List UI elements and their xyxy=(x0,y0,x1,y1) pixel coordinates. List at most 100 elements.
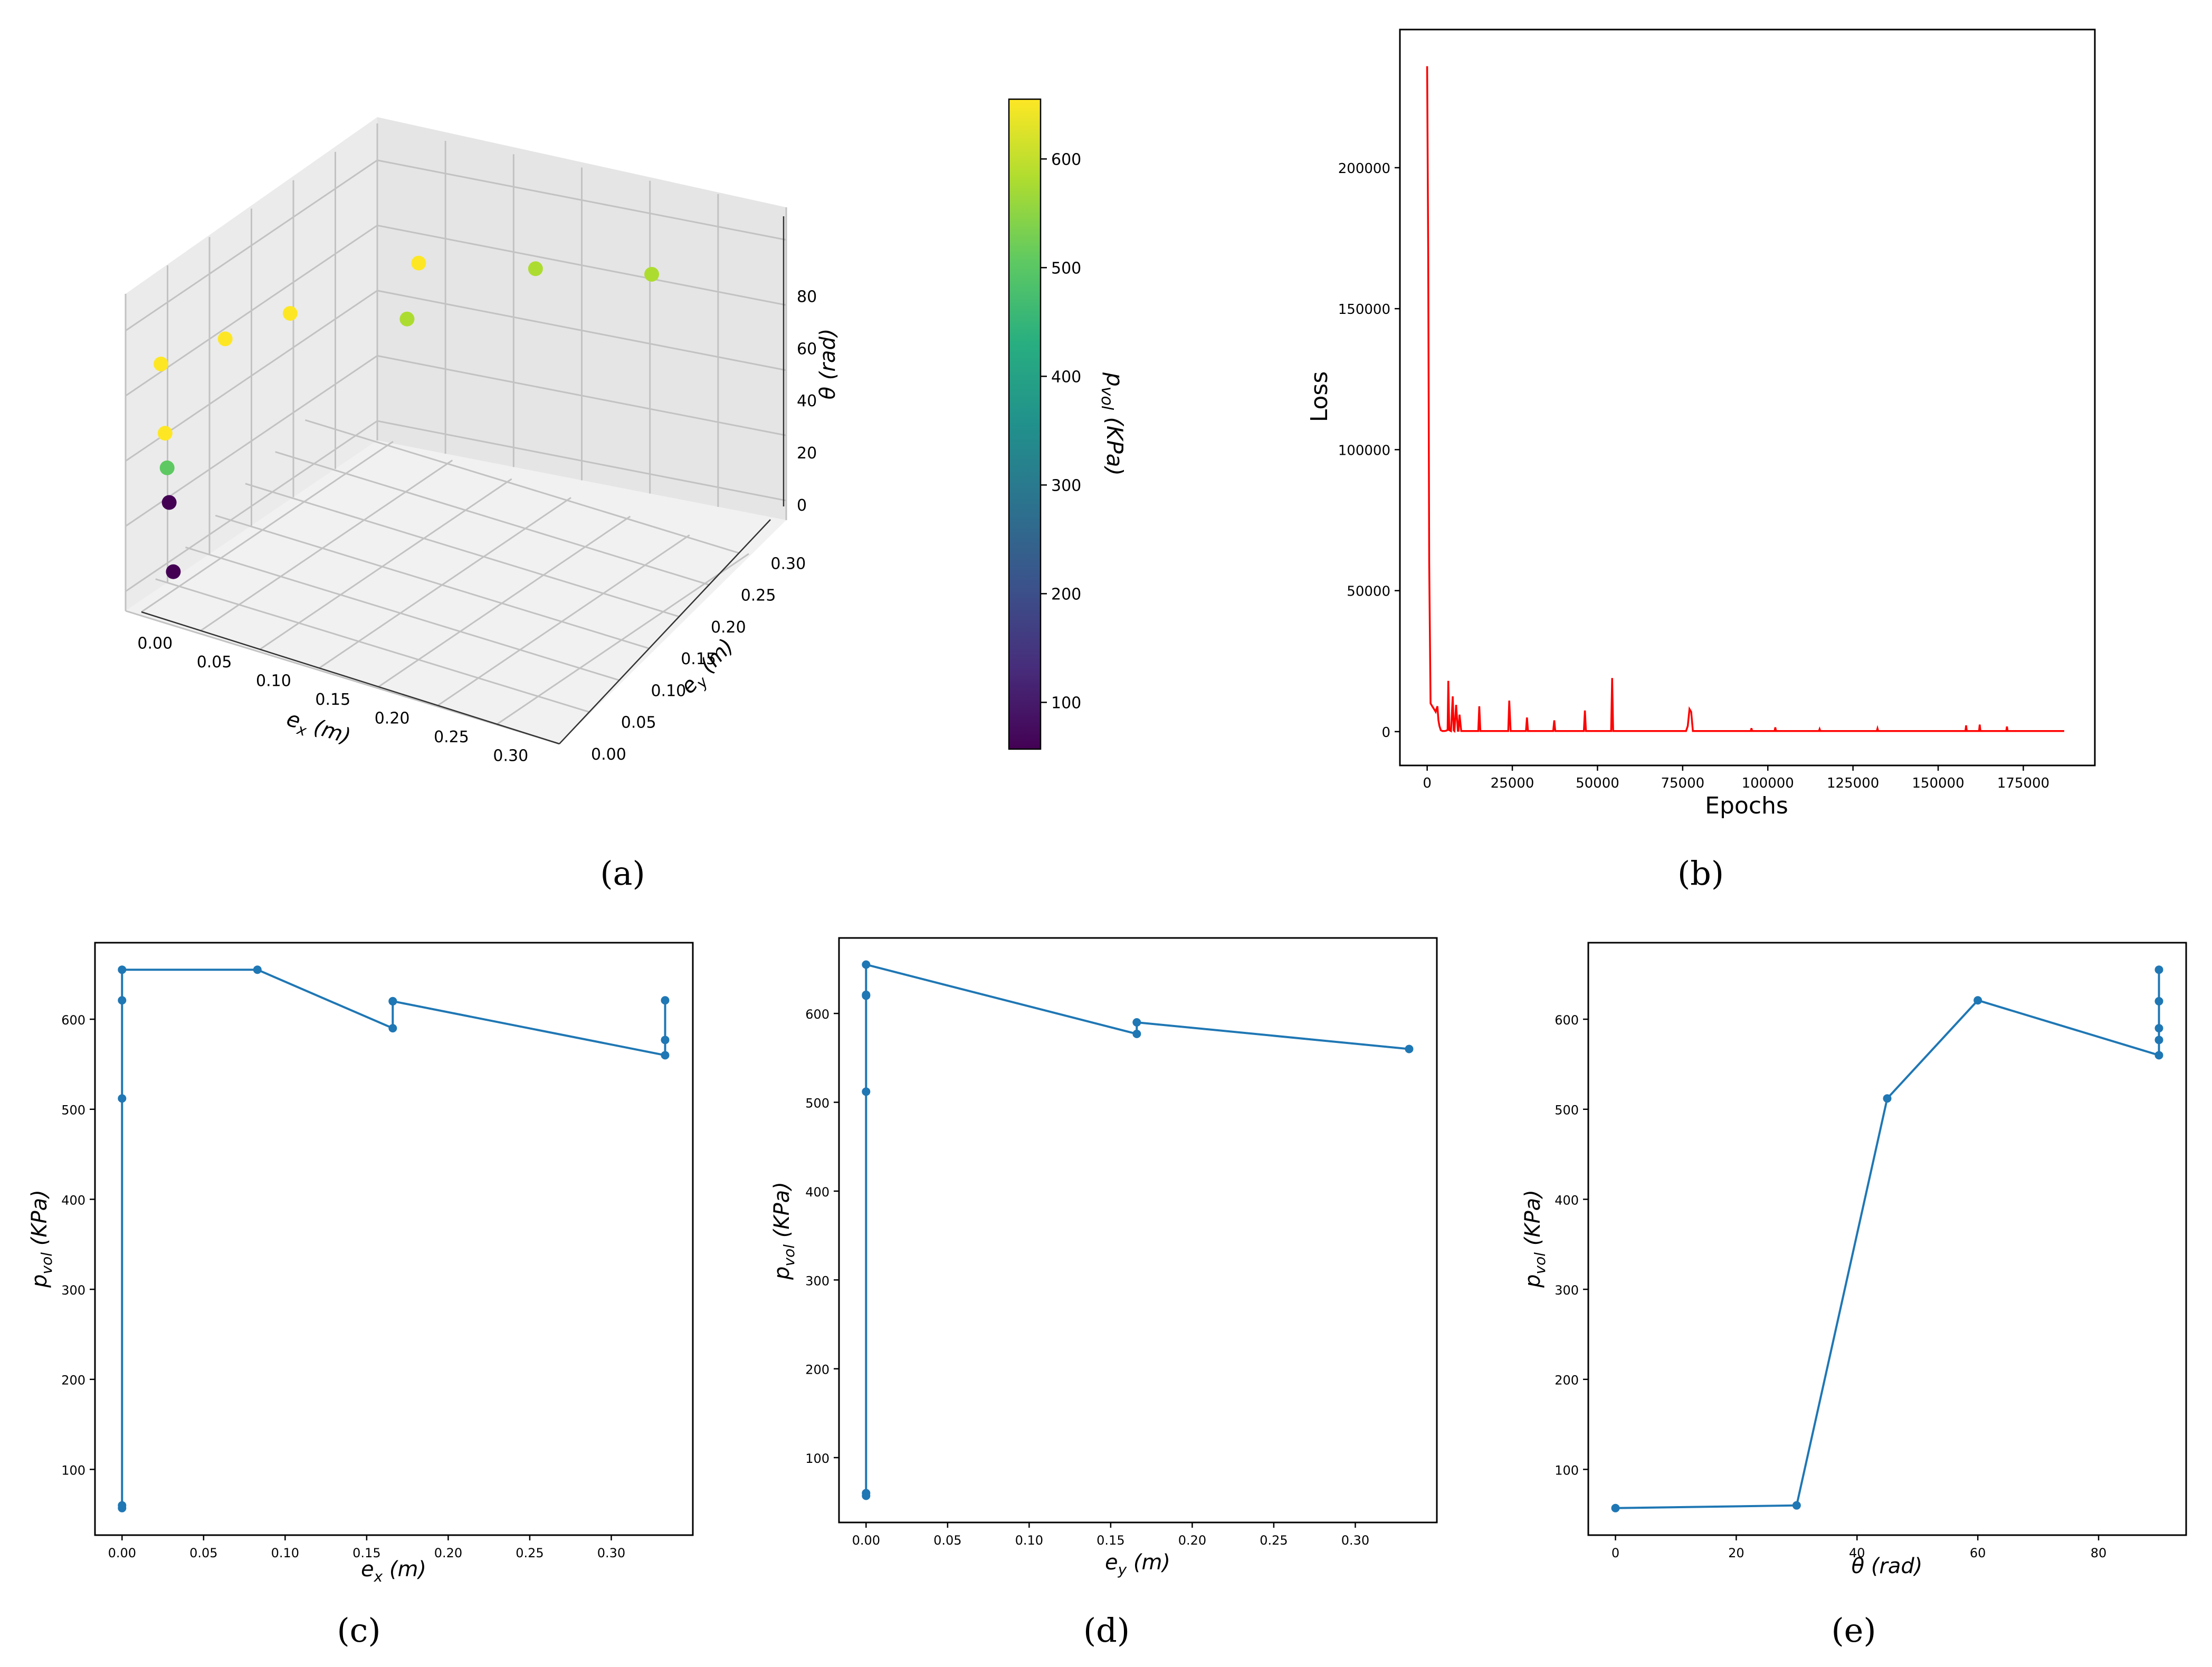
x-tick-label: 0 xyxy=(1612,1546,1619,1560)
scatter-point xyxy=(166,564,181,579)
scatter-point xyxy=(154,357,168,371)
x-tick-label: 75000 xyxy=(1661,775,1704,791)
scatter-point xyxy=(644,266,660,282)
colorbar-ticks: 100 200 300 400 500 600 xyxy=(1041,150,1081,712)
scatter-point xyxy=(157,426,173,441)
data-point xyxy=(1973,996,1982,1005)
y-tick-label: 0.05 xyxy=(621,714,656,732)
y-tick-label: 0.30 xyxy=(770,554,806,573)
floor-grid-line xyxy=(185,546,619,681)
y-tick-label: 200000 xyxy=(1338,161,1390,177)
x-axis-label-c: ex (m) xyxy=(361,1557,426,1585)
floor-grid-line xyxy=(304,419,739,554)
z-axis-label: θ (rad) xyxy=(816,329,840,400)
x-tick-label: 175000 xyxy=(1997,775,2049,791)
scatter-point xyxy=(528,261,543,276)
colorbar-tick-label: 200 xyxy=(1051,585,1081,603)
y-tick-label: 600 xyxy=(61,1013,85,1028)
data-point xyxy=(661,996,670,1005)
y-axis-label-e: pvol (KPa) xyxy=(1521,1190,1549,1288)
y-tick-label: 100000 xyxy=(1338,443,1390,458)
y-tick-label: 150000 xyxy=(1338,302,1390,318)
data-point xyxy=(2154,997,2163,1005)
x-tick-label: 100000 xyxy=(1742,775,1794,791)
x-axis-label-e: θ (rad) xyxy=(1852,1554,1923,1578)
x-tick-label: 0.25 xyxy=(434,728,469,746)
wall-grid-line xyxy=(125,355,787,527)
data-point xyxy=(2154,1024,2163,1033)
panel-c-pvol-vs-ex: 0.00 0.05 0.10 0.15 0.20 0.25 0.30 100 200 300 400… xyxy=(27,942,694,1650)
scatter-point xyxy=(217,331,233,347)
axis-lines xyxy=(141,216,785,745)
x-axis-label-d: ey (m) xyxy=(1105,1550,1170,1578)
x-tick-label: 0.15 xyxy=(1097,1533,1124,1548)
x-tick-label: 50000 xyxy=(1576,775,1619,791)
data-point xyxy=(862,1489,871,1498)
scatter-point xyxy=(161,495,177,510)
scatter-points xyxy=(154,255,660,579)
y-tick-label: 200 xyxy=(1555,1373,1579,1388)
floor-grid-line xyxy=(259,478,512,650)
data-point xyxy=(118,1501,127,1510)
caption-d: (d) xyxy=(1083,1611,1130,1650)
y-tick-label: 400 xyxy=(61,1193,85,1208)
data-point xyxy=(1883,1094,1892,1103)
y-tick-label: 300 xyxy=(805,1273,830,1288)
z-tick-label: 20 xyxy=(797,444,817,463)
x-tick-label: 0.20 xyxy=(434,1546,462,1560)
y-tick-label: 200 xyxy=(61,1373,85,1388)
loss-line xyxy=(1426,66,2064,733)
tick-labels-e: 0 20 40 60 80 100 200 300 400 500 600 xyxy=(1555,1013,2106,1560)
x-tick-label: 25000 xyxy=(1491,775,1534,791)
data-point xyxy=(118,996,127,1005)
plot-frame-c xyxy=(94,942,694,1536)
tick-labels-d: 0.00 0.05 0.10 0.15 0.20 0.25 0.30 100 200 300 400… xyxy=(805,1007,1369,1548)
floor-grid-line xyxy=(319,497,571,669)
y-tick-label: 100 xyxy=(1555,1463,1579,1478)
x-tick-label: 0.15 xyxy=(352,1546,380,1560)
x-tick-label: 0.30 xyxy=(597,1546,625,1560)
z-tick-label: 80 xyxy=(797,288,817,306)
x-tick-label: 0.05 xyxy=(933,1533,961,1548)
series-markers-c xyxy=(118,965,670,1512)
y-tick-label: 0.20 xyxy=(711,618,746,637)
x-tick-label: 0.00 xyxy=(852,1533,880,1548)
caption-c: (c) xyxy=(337,1611,380,1650)
x-tick-label: 0.30 xyxy=(1341,1533,1369,1548)
x-tick-label: 150000 xyxy=(1912,775,1964,791)
x-tick-label: 0.05 xyxy=(189,1546,217,1560)
data-point xyxy=(1792,1501,1801,1510)
y-tick-label: 500 xyxy=(61,1103,85,1118)
x-tick-label: 125000 xyxy=(1827,775,1879,791)
floor-grid-line xyxy=(378,515,631,688)
data-point xyxy=(1611,1503,1620,1512)
y-tick-label: 400 xyxy=(805,1185,830,1200)
floor-grid-line xyxy=(155,578,590,713)
data-point xyxy=(661,1051,670,1060)
x-tick-label: 0.25 xyxy=(516,1546,544,1560)
colorbar-tick-label: 600 xyxy=(1051,150,1081,169)
y-tick-label: 100 xyxy=(805,1451,830,1466)
y-tick-label: 0.15 xyxy=(681,650,716,668)
panel-e-pvol-vs-theta: 0 20 40 60 80 100 200 300 400 500 600 θ (rad) pvol… xyxy=(1521,942,2187,1650)
plot-frame-e xyxy=(1587,942,2187,1536)
tick-labels-b: 0 25000 50000 75000 100000 125000 150000 175000… xyxy=(1338,161,2049,791)
x-tick-label: 0.20 xyxy=(375,709,410,727)
colorbar-tick-label: 500 xyxy=(1051,259,1081,277)
x-tick-label: 0.15 xyxy=(315,691,350,709)
scatter-point xyxy=(159,460,175,475)
y-tick-label: 100 xyxy=(61,1463,85,1478)
y-tick-label: 50000 xyxy=(1347,584,1390,600)
z-tick-label: 60 xyxy=(797,340,817,358)
caption-a: (a) xyxy=(600,854,645,893)
y-tick-label: 0.25 xyxy=(741,587,776,605)
panel-d-pvol-vs-ey: 0.00 0.05 0.10 0.15 0.20 0.25 0.30 100 200 300 400… xyxy=(770,937,1438,1650)
scatter-point xyxy=(411,255,426,271)
wall-grid-line xyxy=(125,420,787,592)
data-point xyxy=(862,1087,871,1096)
x-axis-label-b: Epochs xyxy=(1705,792,1788,819)
colorbar-tick-label: 100 xyxy=(1051,694,1081,712)
data-point xyxy=(118,1094,127,1103)
wall-grid-line xyxy=(125,159,787,332)
